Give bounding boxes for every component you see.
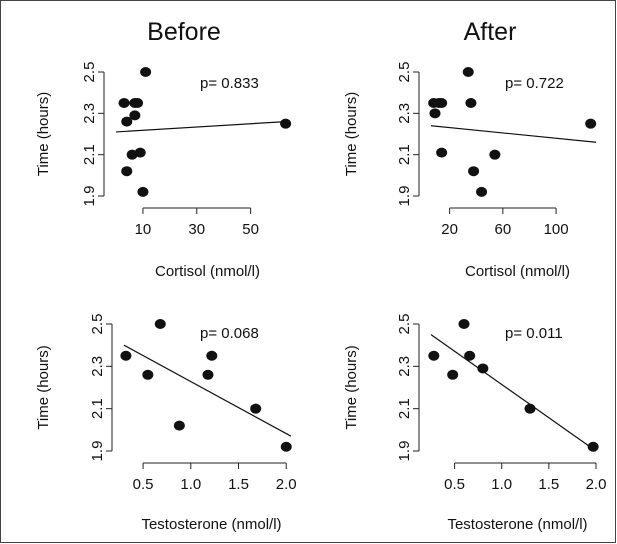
panel3-x-tick-label: 0.5 [133,476,154,493]
panel3-data-point [173,420,185,431]
panel2-data-point [436,98,448,108]
column-title-before: Before [147,18,221,46]
panel3-data-point [120,350,132,361]
panel1-y-tick-label: 2.1 [81,144,98,165]
panel4-y-tick-label: 1.9 [396,441,413,462]
panel4-data-point [464,350,476,361]
column-title-after: After [464,18,517,46]
panel1-data-point [134,147,146,158]
panel2-x-tick-label: 60 [495,221,512,238]
panel2-data-point [465,98,477,108]
panel3-y-tick-label: 2.5 [89,314,106,335]
panel2-data-point [468,166,480,177]
panel1-y-axis-title: Time (hours) [35,92,52,176]
panel2-x-axis-title: Cortisol (nmol/l) [465,263,570,280]
panel1-x-tick-label: 10 [135,221,152,238]
panel1-data-point [121,116,133,127]
panel4-x-tick-label: 1.0 [491,476,512,493]
panel3-data-point [206,350,218,361]
panel4-data-point [524,403,536,414]
panel2-x-tick-label: 100 [544,221,569,238]
panel1-y-tick-label: 2.5 [81,62,98,83]
panel3-data-point [154,319,166,329]
panel2-regression-line [430,125,597,143]
panel2-y-axis-title: Time (hours) [343,92,360,176]
panel1-data-point [121,166,133,177]
panel4-data-point [477,363,489,374]
panel4-x-axis-title: Testosterone (nmol/l) [447,516,587,533]
panel1-data-point [118,98,130,108]
panel1-y-tick-label: 1.9 [81,186,98,207]
panel2-data-point [476,186,488,197]
panel3-data-point [280,441,292,452]
panel4-x-tick-label: 2.0 [586,476,607,493]
panel3-x-tick-label: 1.5 [228,476,249,493]
panel1-data-point [132,98,144,108]
panel2-data-point [585,118,597,129]
panel4-data-point [428,350,440,361]
panel1-x-tick-label: 50 [242,221,259,238]
panel1-p-value: p= 0.833 [200,75,259,92]
panel4-y-tick-label: 2.3 [396,356,413,377]
panel3-regression-line [123,344,292,437]
panel3-data-point [202,369,214,380]
panel2-y-tick-label: 2.3 [396,103,413,124]
panel3-x-tick-label: 1.0 [180,476,201,493]
panel4-regression-line [430,334,597,452]
panel4-x-tick-label: 0.5 [444,476,465,493]
panel1-data-point [140,67,152,77]
panel1-y-tick-label: 2.3 [81,103,98,124]
panel2-y-tick-label: 2.1 [396,144,413,165]
panel2-p-value: p= 0.722 [505,75,564,92]
panel4-y-tick-label: 2.1 [396,398,413,419]
panel2-y-tick-label: 1.9 [396,186,413,207]
panel2-data-point [462,67,474,77]
panel3-p-value: p= 0.068 [200,325,259,342]
panel1-x-tick-label: 30 [188,221,205,238]
panel1-x-axis-title: Cortisol (nmol/l) [155,263,260,280]
panel3-x-axis-title: Testosterone (nmol/l) [141,516,281,533]
panel1-data-point [137,186,149,197]
panel4-x-tick-label: 1.5 [538,476,559,493]
panel4-data-point [447,369,459,380]
panel2-x-tick-label: 20 [441,221,458,238]
panel3-data-point [250,403,262,414]
panel1-regression-line [115,121,286,133]
panel2-y-tick-label: 2.5 [396,62,413,83]
panel3-y-tick-label: 2.3 [89,356,106,377]
panel3-y-axis-title: Time (hours) [35,345,52,429]
panel4-data-point [458,319,470,329]
panel4-y-axis-title: Time (hours) [343,345,360,429]
panel1-data-point [280,118,292,129]
panel4-y-tick-label: 2.5 [396,314,413,335]
panel3-x-tick-label: 2.0 [276,476,297,493]
panel2-data-point [489,149,501,160]
panel3-y-tick-label: 2.1 [89,398,106,419]
panel2-data-point [436,147,448,158]
panel3-data-point [142,369,154,380]
panel3-y-tick-label: 1.9 [89,441,106,462]
panel4-data-point [587,441,599,452]
panel4-p-value: p= 0.011 [505,325,563,342]
panel1-data-point [129,110,141,121]
panel2-data-point [429,108,441,119]
